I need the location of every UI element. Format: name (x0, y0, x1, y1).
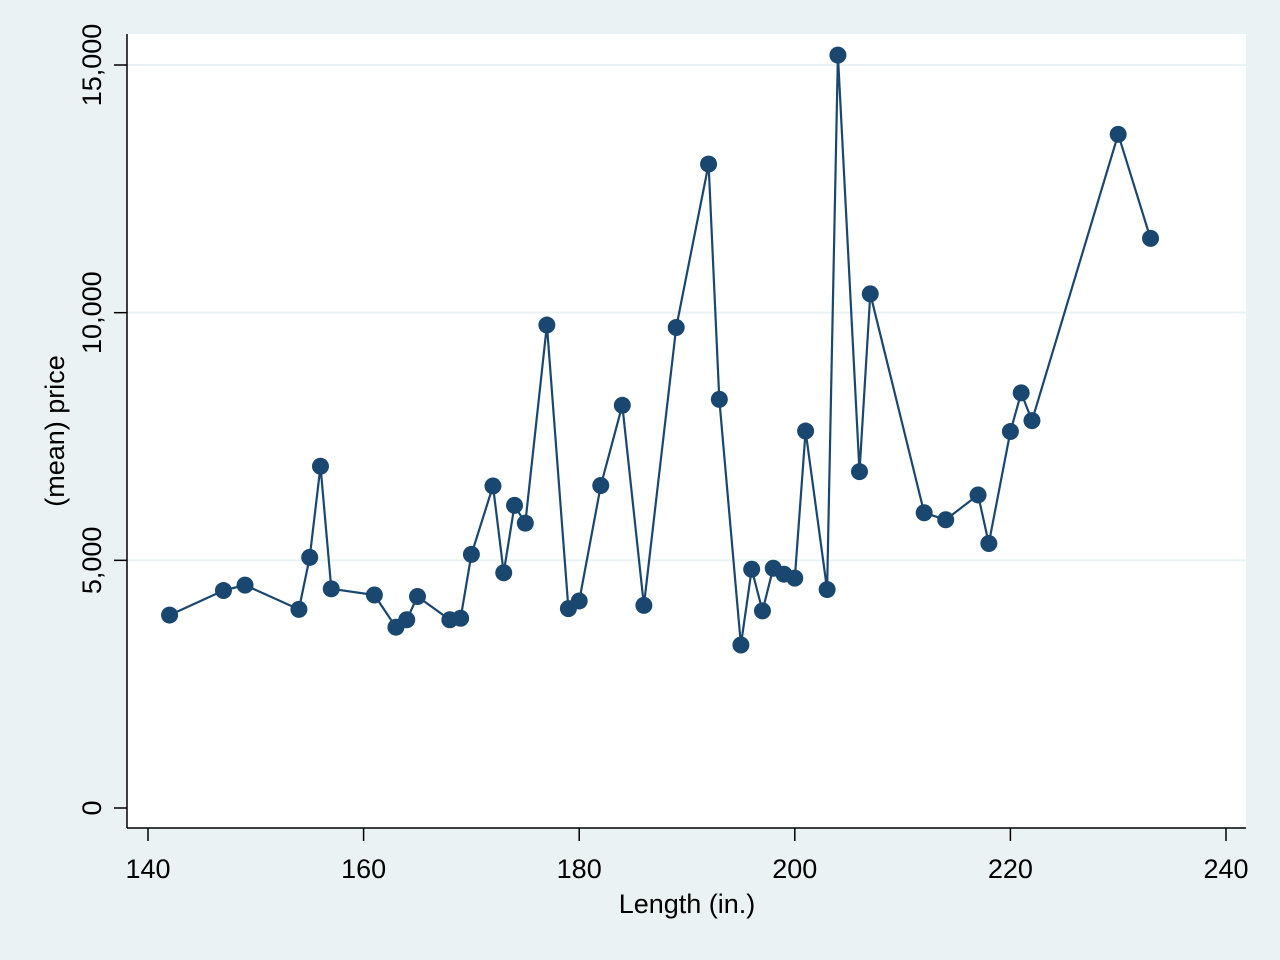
data-point (484, 477, 502, 495)
data-point (667, 319, 685, 337)
data-point (398, 611, 416, 629)
data-point (301, 548, 319, 566)
y-tick-label: 0 (77, 800, 107, 815)
data-point (538, 316, 556, 334)
x-tick-label: 220 (988, 854, 1033, 884)
data-point (452, 609, 470, 627)
data-point (743, 560, 761, 578)
data-point (592, 477, 610, 495)
y-axis-ticks: 0 5,000 10,000 15,000 (77, 24, 127, 816)
data-point (969, 486, 987, 504)
data-point (1023, 412, 1041, 430)
data-point (290, 600, 308, 618)
data-point (937, 511, 955, 529)
data-point (915, 504, 933, 522)
data-point (980, 534, 998, 552)
data-point (700, 155, 718, 173)
axes (126, 34, 1246, 829)
data-point (311, 457, 329, 475)
data-point (1142, 229, 1160, 247)
data-point (462, 545, 480, 563)
data-point (797, 422, 815, 440)
x-tick-label: 160 (341, 854, 386, 884)
data-point (409, 587, 426, 605)
x-tick-label: 140 (125, 854, 170, 884)
data-point (214, 582, 232, 600)
data-point (161, 606, 179, 624)
data-point (236, 576, 254, 594)
data-point (1012, 384, 1030, 402)
x-axis-ticks: 140 160 180 200 220 240 (125, 828, 1249, 884)
data-point (732, 636, 750, 654)
data-point (635, 596, 653, 614)
data-point (613, 396, 631, 414)
data-point (850, 463, 868, 481)
data-point (753, 602, 771, 620)
data-point (365, 586, 383, 604)
y-axis-title: (mean) price (40, 355, 70, 507)
y-tick-label: 5,000 (77, 527, 107, 595)
data-point (495, 564, 513, 582)
plot-area (127, 34, 1246, 828)
data-point (861, 285, 879, 303)
data-point (322, 580, 340, 598)
y-tick-label: 10,000 (77, 271, 107, 354)
data-point (818, 581, 836, 599)
data-series (161, 46, 1160, 654)
data-point (710, 390, 728, 408)
data-point (786, 569, 804, 587)
x-tick-label: 200 (772, 854, 817, 884)
data-point (570, 592, 588, 610)
x-tick-label: 180 (557, 854, 602, 884)
data-point (829, 46, 847, 64)
data-point (1001, 423, 1019, 441)
data-point (506, 496, 524, 514)
data-point (516, 514, 534, 532)
data-point (1109, 125, 1127, 143)
x-tick-label: 240 (1203, 854, 1248, 884)
y-tick-label: 15,000 (77, 24, 107, 107)
x-axis-title: Length (in.) (619, 889, 756, 919)
